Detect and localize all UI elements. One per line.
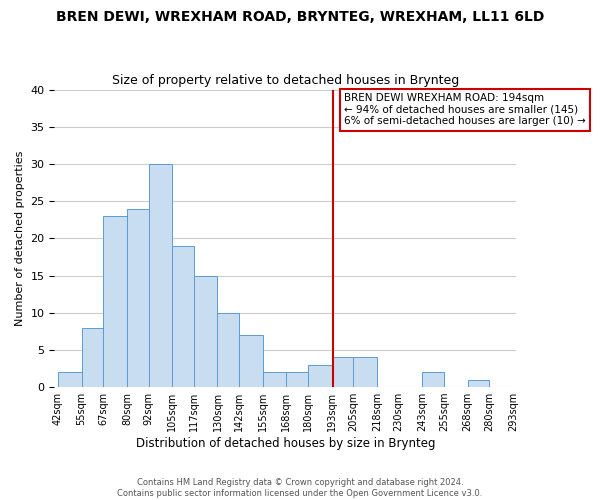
Bar — [332, 358, 353, 387]
Bar — [82, 328, 103, 387]
Text: Contains HM Land Registry data © Crown copyright and database right 2024.
Contai: Contains HM Land Registry data © Crown c… — [118, 478, 482, 498]
Bar — [263, 372, 286, 387]
Bar — [353, 358, 377, 387]
Bar — [127, 208, 149, 387]
Bar — [194, 276, 217, 387]
Bar — [239, 335, 263, 387]
Bar — [149, 164, 172, 387]
Bar — [58, 372, 82, 387]
X-axis label: Distribution of detached houses by size in Brynteg: Distribution of detached houses by size … — [136, 437, 435, 450]
Bar — [286, 372, 308, 387]
Title: Size of property relative to detached houses in Brynteg: Size of property relative to detached ho… — [112, 74, 459, 87]
Bar — [103, 216, 127, 387]
Text: BREN DEWI WREXHAM ROAD: 194sqm
← 94% of detached houses are smaller (145)
6% of : BREN DEWI WREXHAM ROAD: 194sqm ← 94% of … — [344, 94, 586, 126]
Bar — [308, 365, 332, 387]
Bar — [467, 380, 490, 387]
Y-axis label: Number of detached properties: Number of detached properties — [15, 150, 25, 326]
Bar — [217, 312, 239, 387]
Bar — [172, 246, 194, 387]
Bar — [422, 372, 444, 387]
Text: BREN DEWI, WREXHAM ROAD, BRYNTEG, WREXHAM, LL11 6LD: BREN DEWI, WREXHAM ROAD, BRYNTEG, WREXHA… — [56, 10, 544, 24]
